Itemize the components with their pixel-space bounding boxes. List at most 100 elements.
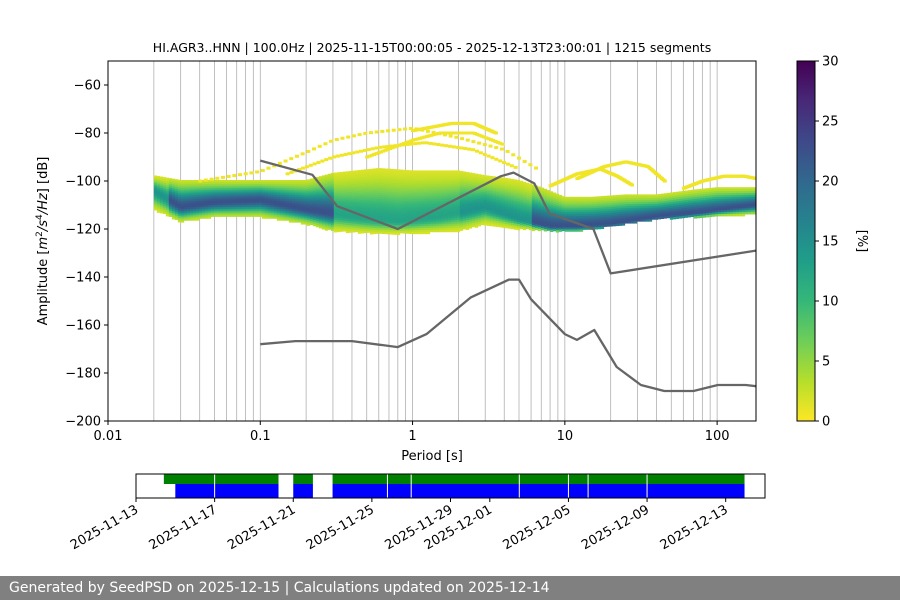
psd-cell xyxy=(456,199,461,202)
psd-cell xyxy=(324,224,329,227)
psd-cell xyxy=(693,193,698,196)
psd-cell xyxy=(342,194,347,197)
psd-cell xyxy=(495,211,500,214)
psd-cell xyxy=(258,199,263,202)
psd-cell xyxy=(435,172,440,175)
psd-cell xyxy=(477,181,482,185)
psd-cell xyxy=(345,178,350,182)
y-label-part: Amplitude [ xyxy=(36,250,51,326)
psd-cell xyxy=(438,218,443,221)
psd-cell xyxy=(399,200,404,203)
psd-outlier-cell xyxy=(306,149,311,153)
psd-cell xyxy=(165,214,170,217)
psd-cell xyxy=(492,220,497,223)
psd-cell xyxy=(732,204,737,207)
psd-cell xyxy=(384,187,389,191)
psd-cell xyxy=(321,206,326,209)
psd-cell xyxy=(267,208,272,212)
psd-cell xyxy=(159,186,164,189)
psd-cell xyxy=(600,196,605,199)
psd-cell xyxy=(489,218,494,221)
psd-cell xyxy=(321,227,326,230)
psd-cell xyxy=(471,215,476,218)
psd-cell xyxy=(423,176,428,179)
psd-cell xyxy=(447,218,452,221)
psd-cell xyxy=(330,178,335,182)
psd-cell xyxy=(321,200,326,203)
psd-cell xyxy=(495,194,500,197)
psd-cell xyxy=(384,193,389,196)
psd-cell xyxy=(360,194,365,197)
psd-cell xyxy=(273,212,278,215)
psd-cell xyxy=(441,185,446,189)
psd-cell xyxy=(168,178,173,181)
psd-cell xyxy=(495,217,500,220)
psd-cell xyxy=(444,187,449,190)
psd-cell xyxy=(648,209,653,213)
psd-cell xyxy=(432,183,437,187)
psd-cell xyxy=(663,197,668,200)
psd-cell xyxy=(435,180,440,183)
psd-cell xyxy=(351,216,356,220)
psd-cell xyxy=(315,196,320,199)
psd-cell xyxy=(672,203,677,206)
psd-cell xyxy=(483,194,488,197)
psd-outlier-cell xyxy=(447,131,452,135)
psd-cell xyxy=(174,190,179,194)
psd-cell xyxy=(552,223,557,226)
psd-cell xyxy=(423,206,428,210)
psd-cell xyxy=(459,170,464,174)
psd-cell xyxy=(465,196,470,200)
psd-cell xyxy=(378,198,383,202)
psd-cell xyxy=(426,208,431,212)
psd-cell xyxy=(531,215,536,218)
psd-cell xyxy=(204,203,209,206)
psd-cell xyxy=(519,222,524,226)
psd-cell xyxy=(375,195,380,198)
psd-cell xyxy=(540,204,545,208)
psd-cell xyxy=(363,213,368,216)
psd-cell xyxy=(195,181,200,185)
psd-cell xyxy=(351,184,356,187)
psd-cell xyxy=(516,191,521,194)
psd-cell xyxy=(699,190,704,194)
psd-cell xyxy=(294,204,299,208)
psd-cell xyxy=(300,214,305,217)
psd-cell xyxy=(486,206,491,209)
psd-cell xyxy=(447,216,452,219)
psd-cell xyxy=(657,215,662,218)
psd-cell xyxy=(585,204,590,207)
psd-cell xyxy=(183,185,188,189)
psd-cell xyxy=(528,202,533,206)
psd-cell xyxy=(531,194,536,197)
psd-cell xyxy=(306,210,311,213)
psd-cell xyxy=(723,200,728,203)
psd-cell xyxy=(285,204,290,208)
psd-cell xyxy=(681,190,686,194)
psd-cell xyxy=(372,181,377,185)
psd-cell xyxy=(246,210,251,214)
psd-cell xyxy=(291,204,296,208)
psd-cell xyxy=(192,218,197,221)
psd-cell xyxy=(471,176,476,180)
psd-outlier-cell xyxy=(386,144,391,148)
psd-cell xyxy=(420,226,425,229)
psd-cell xyxy=(456,208,461,212)
psd-cell xyxy=(279,216,284,219)
psd-cell xyxy=(399,208,404,211)
psd-cell xyxy=(348,222,353,226)
psd-cell xyxy=(309,211,314,214)
psd-cell xyxy=(357,231,362,234)
psd-cell xyxy=(399,183,404,186)
psd-cell xyxy=(378,202,383,205)
psd-cell xyxy=(522,218,527,221)
psd-cell xyxy=(471,222,476,226)
psd-cell xyxy=(675,203,680,206)
psd-cell xyxy=(156,202,161,206)
psd-cell xyxy=(603,224,608,227)
psd-cell xyxy=(498,215,503,218)
psd-cell xyxy=(372,210,377,214)
psd-cell xyxy=(546,205,551,208)
psd-cell xyxy=(684,190,689,193)
psd-cell xyxy=(369,180,374,183)
